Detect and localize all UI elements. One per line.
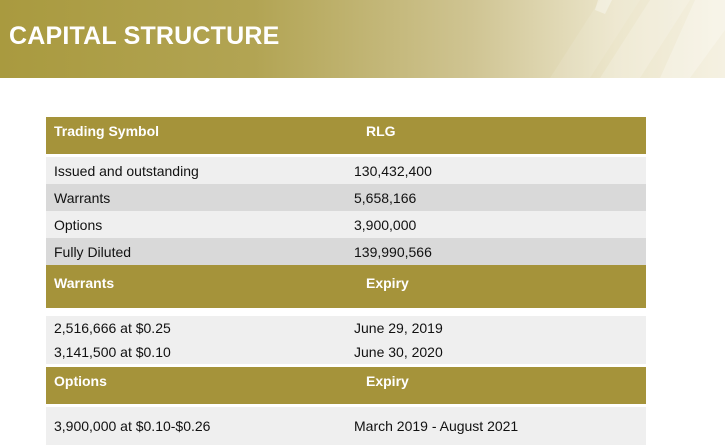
row-label: Fully Diluted [46, 238, 342, 265]
options-header-value: Expiry [342, 367, 646, 404]
header-label: Trading Symbol [46, 117, 342, 154]
warrant-row: 3,141,500 at $0.10 June 30, 2020 [46, 340, 646, 364]
table-header-row: Trading Symbol RLG [46, 117, 646, 154]
row-value: 139,990,566 [342, 238, 646, 265]
row-label: Issued and outstanding [46, 157, 342, 184]
options-header-label: Options [46, 367, 342, 404]
warrant-label: 3,141,500 at $0.10 [46, 340, 342, 364]
option-expiry: March 2019 - August 2021 [342, 407, 646, 445]
warrant-expiry: June 30, 2020 [342, 340, 646, 364]
header-value: RLG [342, 117, 646, 154]
warrants-header-label: Warrants [46, 265, 342, 308]
row-value: 5,658,166 [342, 184, 646, 211]
warrant-expiry: June 29, 2019 [342, 316, 646, 340]
title-banner: CAPITAL STRUCTURE [0, 0, 725, 78]
warrant-row: 2,516,666 at $0.25 June 29, 2019 [46, 316, 646, 340]
warrants-header-row: Warrants Expiry [46, 265, 646, 308]
capital-structure-table: Trading Symbol RLG Issued and outstandin… [46, 117, 646, 445]
row-label: Warrants [46, 184, 342, 211]
row-value: 130,432,400 [342, 157, 646, 184]
row-value: 3,900,000 [342, 211, 646, 238]
option-label: 3,900,000 at $0.10-$0.26 [46, 407, 342, 445]
options-header-row: Options Expiry [46, 367, 646, 404]
table-row: Options 3,900,000 [46, 211, 646, 238]
table-row: Warrants 5,658,166 [46, 184, 646, 211]
chevron-decoration [550, 0, 725, 78]
warrant-label: 2,516,666 at $0.25 [46, 316, 342, 340]
option-row: 3,900,000 at $0.10-$0.26 March 2019 - Au… [46, 407, 646, 445]
table-row: Fully Diluted 139,990,566 [46, 238, 646, 265]
table-row: Issued and outstanding 130,432,400 [46, 157, 646, 184]
row-label: Options [46, 211, 342, 238]
page-title: CAPITAL STRUCTURE [9, 22, 280, 50]
warrants-header-value: Expiry [342, 265, 646, 308]
